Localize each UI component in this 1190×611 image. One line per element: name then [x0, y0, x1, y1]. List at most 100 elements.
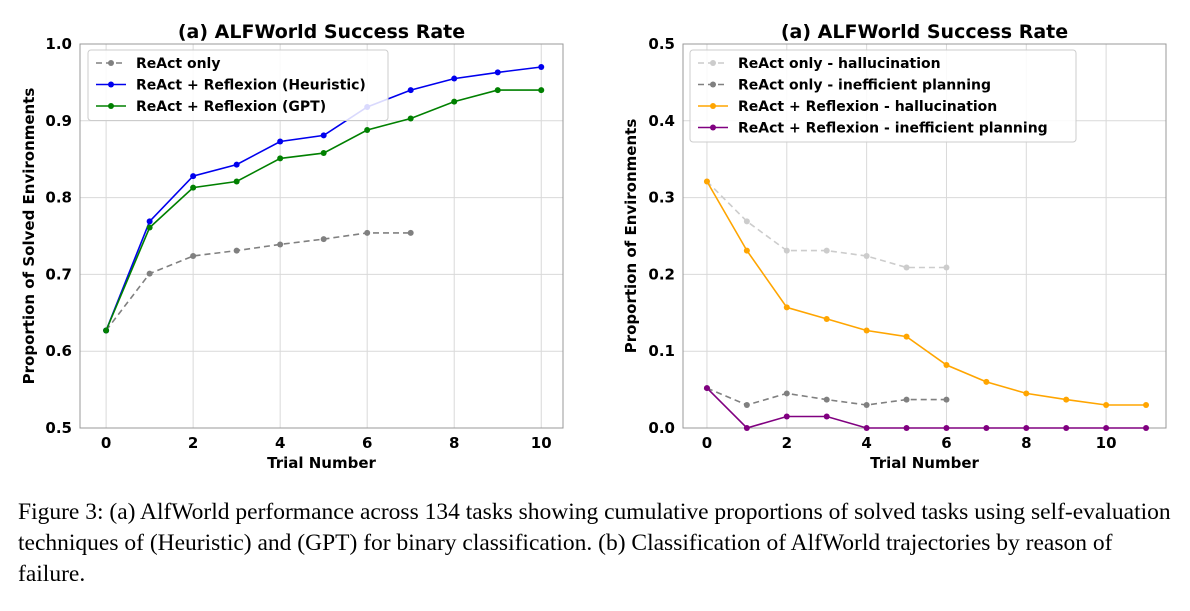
- data-point: [783, 390, 790, 397]
- data-point: [903, 264, 910, 271]
- data-point: [983, 425, 990, 431]
- data-point: [943, 425, 950, 431]
- data-point: [703, 178, 710, 185]
- legend-entry: ReAct + Reflexion (GPT): [136, 99, 326, 115]
- x-tick-label: 2: [782, 434, 792, 452]
- series-line: [706, 387, 1146, 429]
- x-tick-label: 10: [1096, 434, 1117, 452]
- legend-swatch-marker: [108, 81, 114, 88]
- data-point: [146, 218, 153, 225]
- x-tick-label: 10: [531, 434, 552, 452]
- data-point: [743, 425, 750, 431]
- series-3: [103, 87, 545, 334]
- data-point: [494, 87, 501, 94]
- data-point: [983, 378, 990, 385]
- data-point: [743, 401, 750, 408]
- data-point: [233, 161, 240, 168]
- data-point: [823, 247, 830, 254]
- data-point: [277, 138, 284, 145]
- legend-swatch-marker: [108, 60, 114, 66]
- legend-box: [87, 49, 389, 121]
- y-tick-label: 1.0: [45, 35, 72, 53]
- data-point: [863, 252, 870, 259]
- x-axis-label: Trial Number: [870, 454, 979, 472]
- x-tick-label: 4: [861, 434, 871, 452]
- data-point: [903, 396, 910, 403]
- series-1: [703, 178, 950, 271]
- data-point: [538, 87, 545, 94]
- y-tick-label: 0.6: [45, 342, 72, 360]
- data-point: [903, 425, 910, 431]
- y-axis-label: Proportion of Solved Environments: [20, 88, 38, 385]
- data-point: [823, 413, 830, 420]
- x-axis-label: Trial Number: [267, 454, 376, 472]
- y-tick-label: 0.0: [648, 419, 675, 437]
- y-tick-label: 0.4: [648, 112, 675, 130]
- data-point: [783, 247, 790, 254]
- data-point: [703, 385, 710, 392]
- series-4: [703, 385, 1150, 431]
- data-point: [943, 362, 950, 369]
- data-point: [190, 184, 197, 191]
- y-tick-label: 0.8: [45, 189, 72, 207]
- series-line: [706, 181, 1146, 406]
- y-tick-label: 0.7: [45, 265, 72, 283]
- legend-entry: ReAct only - inefficient planning: [738, 78, 991, 94]
- data-point: [233, 178, 240, 185]
- x-tick-label: 6: [941, 434, 951, 452]
- legend-swatch-marker: [108, 103, 114, 109]
- y-tick-label: 0.3: [648, 189, 675, 207]
- data-point: [451, 75, 458, 82]
- data-point: [277, 241, 284, 248]
- legend-entry: ReAct + Reflexion - inefficient planning: [738, 121, 1048, 137]
- data-point: [407, 115, 414, 122]
- series-3: [703, 178, 1150, 408]
- data-point: [823, 396, 830, 403]
- legend-entry: ReAct only: [136, 56, 221, 72]
- data-point: [103, 327, 110, 334]
- figure-canvas: 0 2 4 6 8 10 0.5 0.6 0.7 0.8 0.9 1.0 (a) ALFWorld Su…: [20, 21, 1167, 472]
- y-tick-label: 0.2: [648, 265, 675, 283]
- y-tick-label: 0.9: [45, 112, 72, 130]
- x-tick-label: 4: [275, 434, 285, 452]
- data-point: [320, 132, 327, 139]
- x-tick-label: 6: [362, 434, 372, 452]
- data-point: [1103, 425, 1110, 431]
- data-point: [863, 425, 870, 431]
- series-2: [703, 385, 950, 408]
- data-point: [190, 173, 197, 180]
- data-point: [1143, 401, 1150, 408]
- legend-entry: ReAct + Reflexion - hallucination: [738, 99, 997, 115]
- x-tick-label: 0: [702, 434, 712, 452]
- x-tick-label: 2: [188, 434, 198, 452]
- data-point: [190, 252, 197, 259]
- series-line: [105, 232, 411, 331]
- data-point: [863, 401, 870, 408]
- chart-panel-right: 0 2 4 6 8 10 0.0 0.1 0.2 0.3 0.4 0.5 (a) ALFWorld Su…: [622, 21, 1167, 472]
- data-point: [146, 270, 153, 277]
- legend-entry: ReAct only - hallucination: [738, 56, 941, 72]
- y-tick-label: 0.1: [648, 342, 675, 360]
- data-point: [943, 264, 950, 271]
- data-point: [146, 224, 153, 231]
- chart-panel-left: 0 2 4 6 8 10 0.5 0.6 0.7 0.8 0.9 1.0 (a) ALFWorld Su…: [20, 21, 564, 472]
- data-point: [364, 229, 371, 236]
- x-tick-label: 8: [449, 434, 459, 452]
- figure-caption: Figure 3: (a) AlfWorld performance acros…: [18, 499, 1171, 587]
- data-point: [451, 98, 458, 105]
- data-point: [233, 247, 240, 254]
- data-point: [943, 396, 950, 403]
- data-point: [1023, 425, 1030, 431]
- legend-swatch-marker: [710, 60, 716, 66]
- data-point: [743, 247, 750, 254]
- legend-entry: ReAct + Reflexion (Heuristic): [136, 78, 366, 94]
- chart-title: (a) ALFWorld Success Rate: [178, 21, 465, 43]
- data-point: [1063, 425, 1070, 431]
- data-point: [1103, 401, 1110, 408]
- legend-box: [689, 49, 1077, 143]
- data-point: [863, 327, 870, 334]
- data-point: [783, 413, 790, 420]
- data-point: [364, 127, 371, 134]
- legend-swatch-marker: [710, 103, 716, 109]
- legend-swatch-marker: [710, 81, 716, 88]
